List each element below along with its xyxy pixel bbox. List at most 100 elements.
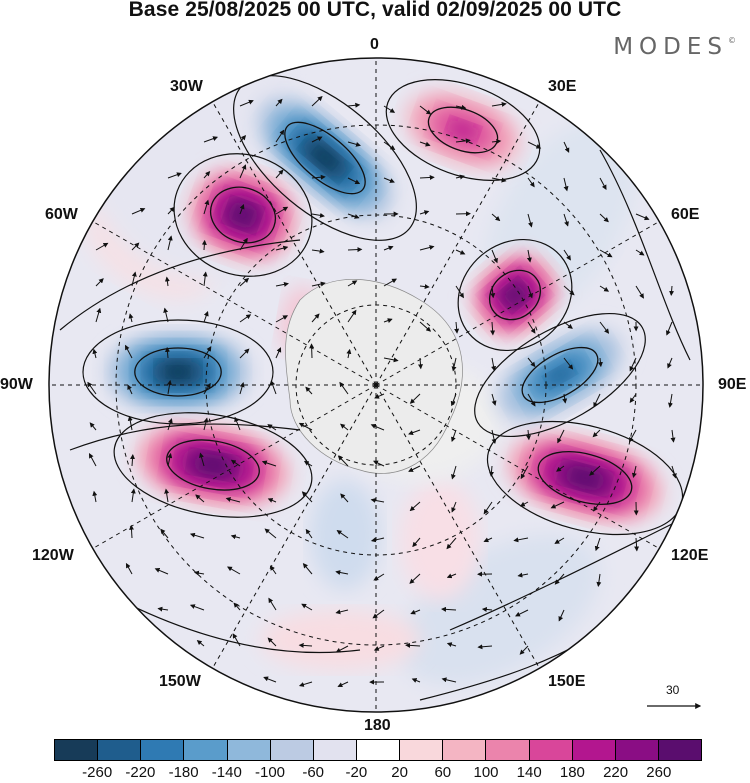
wind-arrow <box>154 568 169 575</box>
lon-label-60w: 60W <box>45 206 78 223</box>
anomaly-tint <box>400 480 480 600</box>
wind-arrow <box>305 528 313 539</box>
streamline <box>119 599 361 654</box>
wind-arrow <box>164 346 170 359</box>
wind-arrow <box>157 606 169 612</box>
wind-arrow <box>263 676 277 683</box>
wind-arrow <box>554 573 565 585</box>
wind-arrow <box>599 249 613 258</box>
wind-arrow <box>275 245 289 251</box>
wind-arrow <box>370 424 385 431</box>
wind-arrow <box>596 573 602 587</box>
wind-arrow <box>234 416 241 431</box>
colorbar-box <box>400 740 444 760</box>
wind-arrow <box>383 141 396 151</box>
wind-arrow <box>125 562 133 575</box>
wind-arrow <box>593 393 601 408</box>
wind-arrow <box>337 455 349 467</box>
wind-arrow <box>131 242 140 251</box>
colorbar-label: -140 <box>211 764 242 781</box>
colorbar-box <box>313 740 357 760</box>
colorbar-label: -220 <box>125 764 156 781</box>
wind-arrow <box>491 101 507 107</box>
wind-arrow <box>311 95 323 107</box>
colorbar-label: 140 <box>516 764 542 781</box>
brand-text: MODES <box>613 34 728 60</box>
wind-arrow <box>446 642 457 648</box>
wind-arrow <box>92 348 98 359</box>
meridian-line <box>92 384 377 549</box>
wind-arrow <box>130 454 135 467</box>
streamline <box>113 412 313 518</box>
colorbar-label: 60 <box>434 764 452 781</box>
wind-arrow <box>419 321 432 332</box>
colorbar-label: 180 <box>559 764 585 781</box>
wind-arrow <box>347 213 360 219</box>
wind-arrow <box>335 609 349 615</box>
wind-arrow <box>340 493 349 503</box>
anomaly-contour <box>537 451 633 505</box>
wind-arrow <box>225 497 241 503</box>
wind-arrow <box>419 245 435 251</box>
wind-arrow <box>563 321 573 329</box>
negative-anomaly-30w <box>258 98 392 218</box>
wind-arrow <box>346 348 352 359</box>
wind-arrow <box>455 285 464 299</box>
wind-arrow <box>203 170 211 179</box>
streamline <box>449 519 681 631</box>
wind-arrow <box>164 488 170 503</box>
wind-arrow <box>239 99 254 107</box>
wind-arrow <box>267 424 277 431</box>
meridian-line <box>212 101 377 386</box>
wind-arrow <box>335 645 349 653</box>
wind-arrow <box>490 285 496 299</box>
lon-label-90e: 90E <box>718 376 747 393</box>
streamline <box>474 312 646 438</box>
positive-anomaly-55e <box>472 253 558 337</box>
wind-arrow <box>594 537 601 552</box>
colorbar-label: 100 <box>473 764 499 781</box>
wind-arrow <box>671 465 677 479</box>
wind-arrow <box>383 278 398 287</box>
wind-arrow <box>298 642 313 648</box>
colorbar-label: 220 <box>603 764 629 781</box>
anomaly-contour <box>134 347 222 397</box>
wind-arrow <box>340 423 349 431</box>
wind-arrow <box>491 429 497 445</box>
colorbar-label: 20 <box>391 764 408 781</box>
anomaly-contour <box>209 186 277 244</box>
wind-arrow <box>383 245 394 251</box>
wind-arrow <box>383 177 395 183</box>
wind-arrow <box>230 459 241 467</box>
wind-arrow <box>347 280 358 287</box>
wind-arrow <box>298 422 313 431</box>
positive-anomaly-110w <box>135 423 291 507</box>
wind-arrow <box>408 429 421 435</box>
wind-arrow <box>409 573 421 584</box>
wind-arrow <box>669 285 675 296</box>
meridian-line <box>375 101 540 386</box>
wind-arrow <box>163 307 169 323</box>
wind-arrow <box>239 237 248 251</box>
wind-arrow <box>527 393 536 407</box>
colorbar-label: -20 <box>345 764 368 781</box>
wind-arrow <box>131 207 146 215</box>
wind-arrow <box>275 347 282 359</box>
wind-arrow <box>419 174 435 180</box>
wind-arrow <box>167 235 173 251</box>
colorbar-label: -100 <box>254 764 286 781</box>
wind-arrow <box>441 677 457 683</box>
wind-arrow <box>419 141 431 147</box>
wind-arrow <box>563 249 571 261</box>
colorbar-label: 260 <box>646 764 672 781</box>
wind-arrow <box>451 465 457 480</box>
wind-arrow <box>167 418 173 431</box>
colorbar-box <box>227 740 271 760</box>
colorbar-box <box>443 740 487 760</box>
wind-arrow <box>370 497 385 503</box>
wind-arrow <box>667 357 673 369</box>
streamline <box>82 319 274 425</box>
wind-arrow <box>563 357 574 370</box>
wind-arrow <box>347 309 357 323</box>
